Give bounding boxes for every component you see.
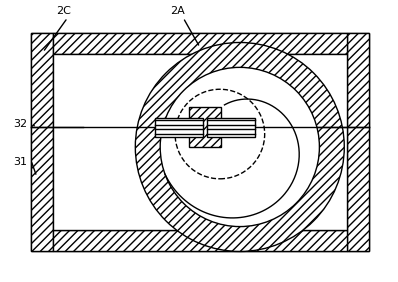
Bar	[31, 32, 369, 252]
Text: 2A: 2A	[170, 6, 185, 16]
Bar	[53, 54, 347, 230]
Circle shape	[160, 67, 320, 226]
Circle shape	[135, 43, 344, 252]
Text: 31: 31	[13, 157, 27, 167]
Bar	[155, 118, 203, 136]
Bar	[207, 118, 255, 136]
Bar	[31, 32, 53, 252]
Text: 32: 32	[13, 119, 27, 129]
Bar	[189, 107, 221, 147]
Text: 2C: 2C	[56, 6, 70, 16]
Bar	[53, 32, 347, 54]
Bar	[347, 32, 369, 252]
Bar	[53, 230, 347, 252]
